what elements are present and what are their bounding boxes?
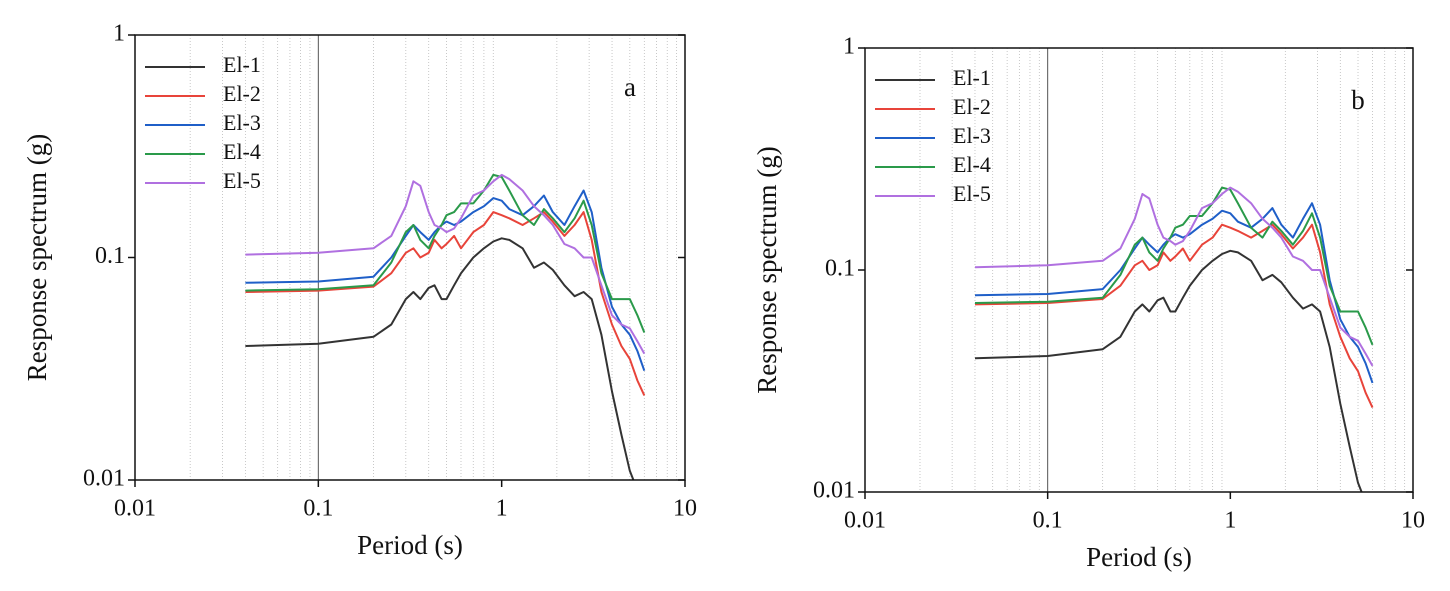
legend-label: El-2 bbox=[953, 94, 991, 119]
series-line bbox=[245, 211, 646, 396]
x-tick-label: 0.1 bbox=[303, 496, 333, 522]
series-line bbox=[245, 173, 646, 333]
legend-label: El-1 bbox=[223, 52, 261, 77]
chart-panel: 0.01 0.1 1 10 0.01 0.1 1 Period (s) Response spe… bbox=[22, 21, 697, 561]
series-line bbox=[974, 223, 1374, 409]
x-tick-label: 1 bbox=[1224, 508, 1236, 534]
series-line bbox=[974, 186, 1374, 367]
x-axis-title: Period (s) bbox=[1086, 542, 1192, 572]
x-axis-title: Period (s) bbox=[357, 530, 463, 560]
legend-label: El-5 bbox=[953, 181, 991, 206]
plot-frame bbox=[864, 47, 1414, 493]
y-tick-label: 0.1 bbox=[95, 243, 125, 269]
y-tick-label: 0.01 bbox=[813, 478, 855, 504]
x-tick-label: 10 bbox=[1401, 508, 1425, 534]
y-axis-title: Response spectrum (g) bbox=[22, 134, 52, 381]
chart-panel: 0.01 0.1 1 10 0.01 0.1 1 Period (s) Response spe… bbox=[752, 34, 1425, 573]
y-tick-label: 0.01 bbox=[83, 466, 125, 492]
panel-label: b bbox=[1351, 85, 1365, 115]
legend-label: El-5 bbox=[223, 168, 261, 193]
x-tick-label: 0.01 bbox=[844, 508, 886, 534]
panel-label: a bbox=[624, 72, 636, 102]
series-line bbox=[245, 237, 635, 480]
legend-label: El-1 bbox=[953, 65, 991, 90]
y-tick-label: 0.1 bbox=[825, 256, 855, 282]
y-tick-label: 1 bbox=[843, 34, 855, 60]
series-line bbox=[974, 186, 1374, 346]
y-tick-label: 1 bbox=[113, 21, 125, 47]
legend-label: El-3 bbox=[953, 123, 991, 148]
series-line bbox=[245, 173, 646, 355]
x-tick-label: 1 bbox=[496, 496, 508, 522]
series-line bbox=[974, 249, 1363, 492]
legend-label: El-2 bbox=[223, 81, 261, 106]
x-tick-label: 0.1 bbox=[1033, 508, 1063, 534]
y-axis-title: Response spectrum (g) bbox=[752, 146, 782, 393]
x-tick-label: 0.01 bbox=[114, 496, 156, 522]
legend-label: El-4 bbox=[223, 139, 261, 164]
plot-frame bbox=[134, 34, 686, 481]
legend-label: El-4 bbox=[953, 152, 991, 177]
x-tick-label: 10 bbox=[673, 496, 697, 522]
legend-label: El-3 bbox=[223, 110, 261, 135]
